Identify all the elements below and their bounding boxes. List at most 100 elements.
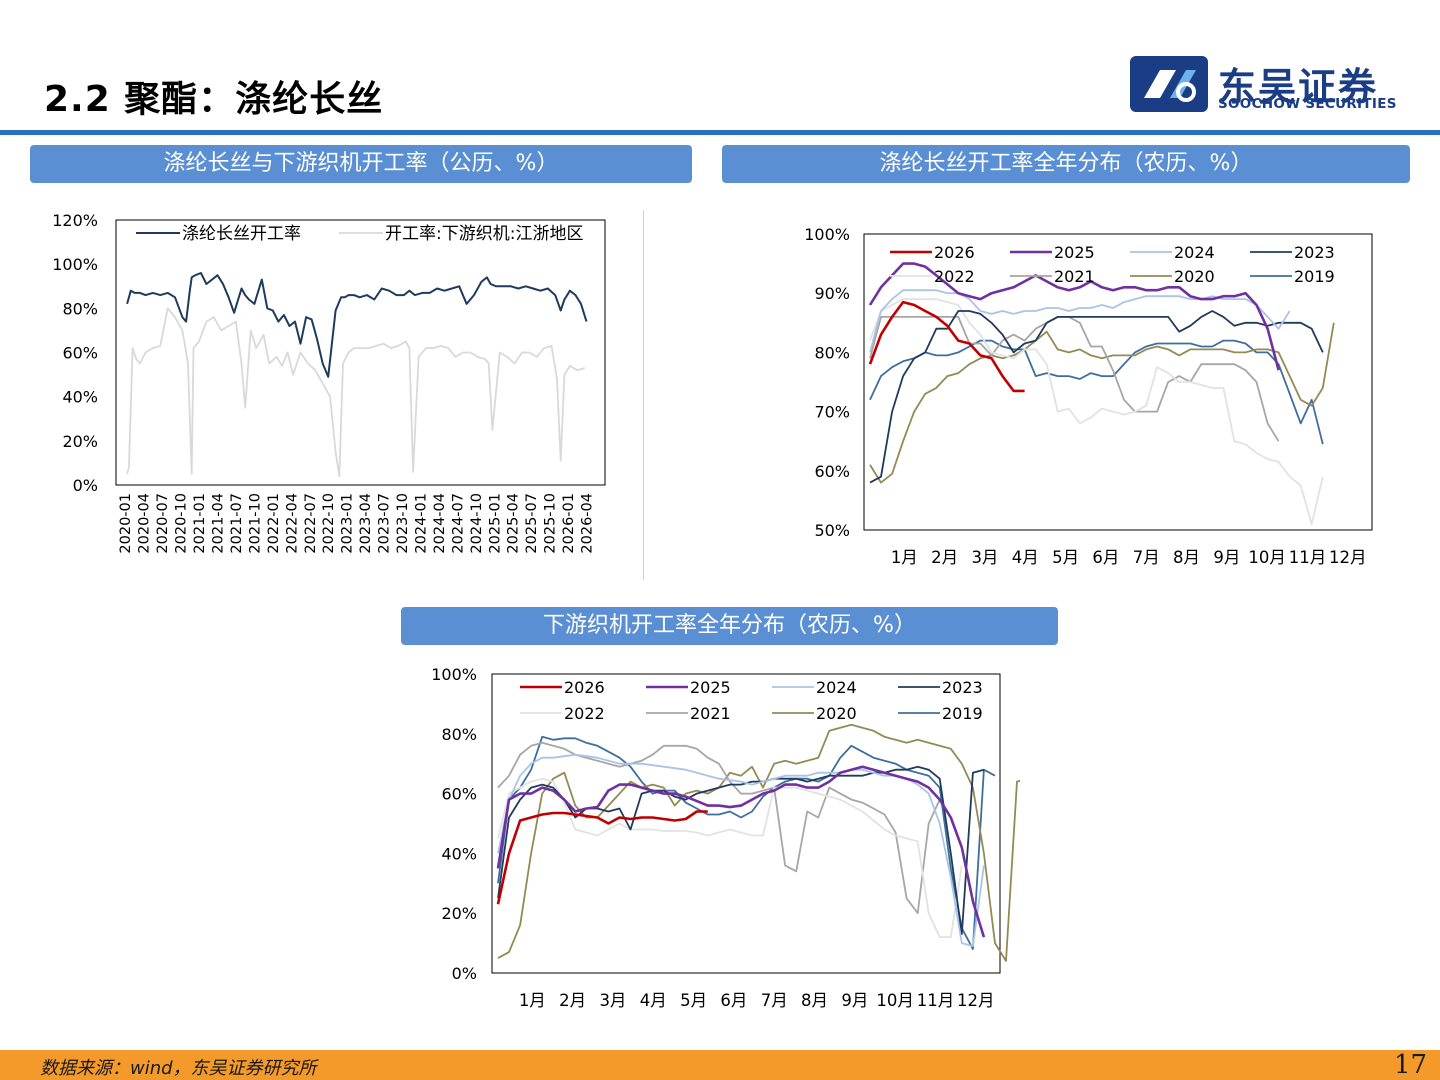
plot-area-border <box>863 233 1373 531</box>
x-tick-label: 6月 <box>720 991 747 1010</box>
legend-label: 2026 <box>564 678 605 697</box>
y-tick-label: 100% <box>804 225 850 244</box>
legend-label: 开工率:下游织机:江浙地区 <box>385 224 583 244</box>
x-tick-label: 7月 <box>761 991 788 1010</box>
x-tick-label: 2023-04 <box>358 493 374 554</box>
legend-label: 2020 <box>816 704 857 723</box>
panel-title-left: 涤纶长丝与下游织机开工率（公历、%） <box>30 145 692 183</box>
y-tick-label: 90% <box>814 284 850 303</box>
y-tick-label: 60% <box>441 785 477 804</box>
panel-title-right: 涤纶长丝开工率全年分布（农历、%） <box>722 145 1410 183</box>
legend-label: 2021 <box>1054 267 1095 286</box>
x-tick-label: 10月 <box>1248 548 1286 567</box>
brand-mark-icon <box>1130 56 1208 112</box>
legend-label: 2021 <box>690 704 731 723</box>
chart-loom-seasonal: 0%20%40%60%80%100%1月 2月 3月 4月 5月 6月 7月 8月 9月 10月 1… <box>431 665 1020 1010</box>
x-tick-label: 2022-01 <box>266 493 282 554</box>
x-tick-label: 2022-04 <box>284 493 300 554</box>
series-line-2025 <box>868 262 1280 371</box>
x-tick-label: 2021-04 <box>210 493 226 554</box>
y-tick-label: 50% <box>814 521 850 540</box>
x-tick-label: 8月 <box>1173 548 1200 567</box>
legend-label: 2020 <box>1174 267 1215 286</box>
x-tick-label: 11月 <box>1289 548 1327 567</box>
legend-label: 2023 <box>942 678 983 697</box>
y-tick-label: 100% <box>431 665 477 684</box>
x-tick-label: 9月 <box>841 991 868 1010</box>
legend-label: 2022 <box>564 704 605 723</box>
legend-label: 2025 <box>690 678 731 697</box>
x-tick-label: 2023-07 <box>377 493 393 554</box>
x-tick-label: 12月 <box>957 991 995 1010</box>
panel-title-bottom: 下游织机开工率全年分布（农历、%） <box>401 607 1058 645</box>
legend-label: 2022 <box>934 267 975 286</box>
legend-label: 2024 <box>1174 243 1215 262</box>
series-line-2022 <box>869 298 1324 526</box>
x-tick-label: 12月 <box>1329 548 1367 567</box>
y-tick-label: 40% <box>441 844 477 863</box>
x-tick-label: 4月 <box>1012 548 1039 567</box>
x-tick-label: 2020-01 <box>118 493 134 554</box>
legend-label: 2025 <box>1054 243 1095 262</box>
chart-polyester-seasonal: 50% 60% 70% 80% 90% 100% 1月 2月 3月 4月 5月 6月 7月 8月 9月 10月… <box>804 225 1373 567</box>
x-tick-label: 2024-01 <box>413 493 429 554</box>
x-tick-label: 3月 <box>971 548 998 567</box>
legend-label: 2019 <box>942 704 983 723</box>
x-tick-label: 2月 <box>931 548 958 567</box>
y-tick-label: 80% <box>441 725 477 744</box>
legend-label: 涤纶长丝开工率 <box>182 224 301 244</box>
series-line-2023 <box>869 310 1324 484</box>
series-line-2026 <box>496 810 708 905</box>
series-line-2020 <box>869 322 1335 484</box>
series-line-2020 <box>497 723 1020 962</box>
legend-label: 2026 <box>934 243 975 262</box>
x-tick-label: 2022-07 <box>303 493 319 554</box>
x-tick-label: 2024-10 <box>469 493 485 554</box>
x-tick-label: 2020-07 <box>155 493 171 554</box>
x-tick-label: 8月 <box>801 991 828 1010</box>
x-tick-label: 3月 <box>599 991 626 1010</box>
x-tick-label: 9月 <box>1213 548 1240 567</box>
page-number: 17 <box>1394 1050 1428 1080</box>
chart-timeseries: 0%20%40%60%80%100%120%2020-01 2020-04 2020… <box>52 211 606 554</box>
x-tick-label: 1月 <box>891 548 918 567</box>
x-tick-label: 2024-07 <box>450 493 466 554</box>
series-line-2025 <box>496 765 986 938</box>
series-line-2019 <box>497 735 996 951</box>
y-tick-label: 40% <box>62 388 98 407</box>
series-line-涤纶长丝开工率 <box>126 272 588 378</box>
series-line-2024 <box>497 753 985 948</box>
brand-name-cn: 东吴证券 <box>1218 65 1379 109</box>
y-tick-label: 0% <box>452 964 477 983</box>
x-tick-label: 2021-01 <box>192 493 208 554</box>
brand-name-en: SOOCHOW SECURITIES <box>1218 96 1397 112</box>
header-rule <box>0 130 1440 135</box>
y-tick-label: 20% <box>62 432 98 451</box>
plot-area-border <box>491 673 1001 974</box>
y-tick-label: 60% <box>814 462 850 481</box>
legend-label: 2023 <box>1294 243 1335 262</box>
y-tick-label: 0% <box>73 476 98 495</box>
x-tick-label: 1月 <box>519 991 546 1010</box>
x-tick-label: 2021-10 <box>247 493 263 554</box>
series-line-开工率:下游织机:江浙地区 <box>126 307 585 478</box>
series-line-2021 <box>497 741 941 915</box>
y-tick-label: 80% <box>814 343 850 362</box>
x-tick-label: 2025-10 <box>543 493 559 554</box>
x-tick-label: 7月 <box>1133 548 1160 567</box>
y-tick-label: 100% <box>52 255 98 274</box>
series-line-2019 <box>869 339 1324 445</box>
x-tick-label: 2023-01 <box>340 493 356 554</box>
x-tick-label: 4月 <box>640 991 667 1010</box>
x-tick-label: 11月 <box>917 991 955 1010</box>
legend-label: 2019 <box>1294 267 1335 286</box>
brand-logo: 东吴证券 SOOCHOW SECURITIES <box>1130 56 1410 116</box>
x-tick-label: 2023-10 <box>395 493 411 554</box>
x-tick-label: 2025-07 <box>524 493 540 554</box>
x-tick-label: 2022-10 <box>321 493 337 554</box>
series-line-2022 <box>497 777 963 939</box>
x-tick-label: 2025-04 <box>506 493 522 554</box>
y-tick-label: 80% <box>62 299 98 318</box>
x-tick-label: 5月 <box>1052 548 1079 567</box>
x-tick-label: 6月 <box>1092 548 1119 567</box>
